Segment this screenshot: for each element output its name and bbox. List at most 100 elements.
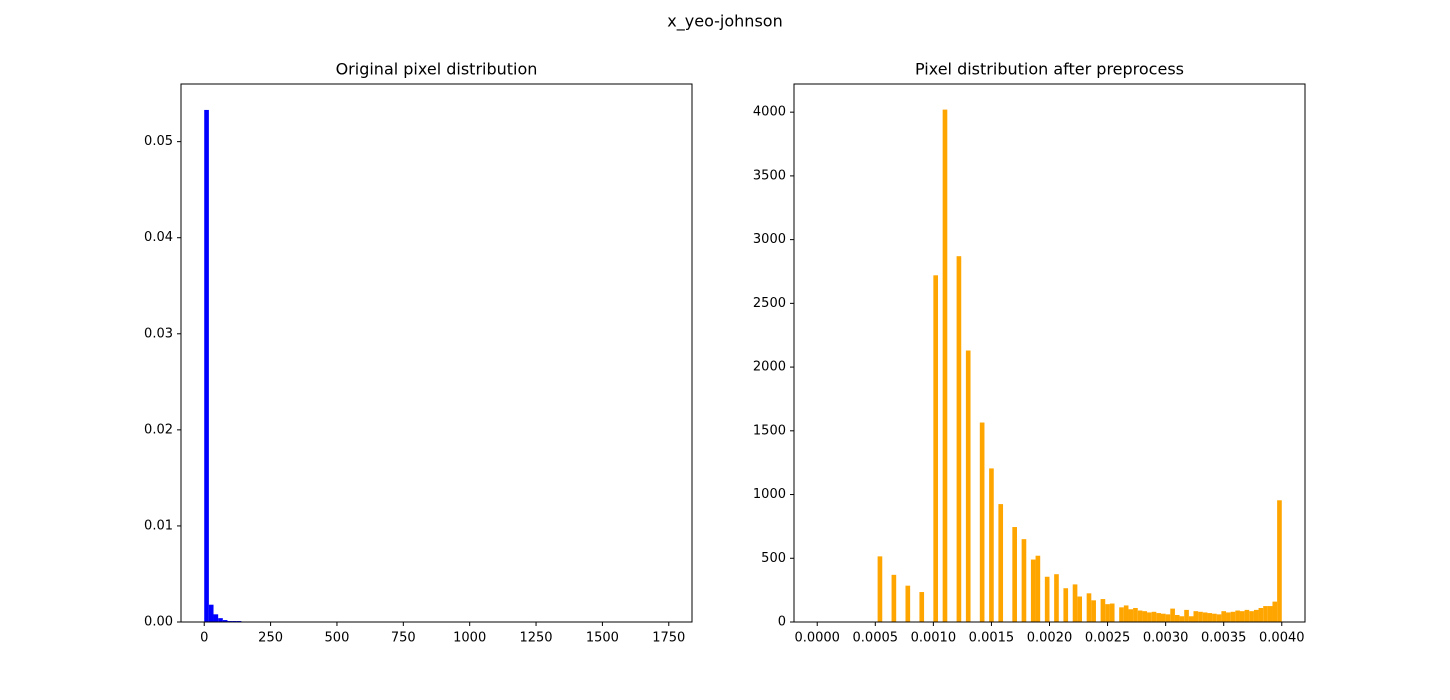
bar	[222, 620, 228, 622]
bar	[1123, 605, 1129, 622]
y-tick-label: 500	[761, 551, 786, 566]
bar	[1133, 607, 1138, 622]
y-tick-label: 0.01	[144, 518, 173, 533]
bar	[213, 614, 219, 622]
bar	[1221, 611, 1227, 622]
bar	[989, 468, 994, 622]
x-tick-label: 1000	[453, 631, 486, 646]
x-tick-label: 500	[325, 631, 350, 646]
axes-frame	[180, 83, 693, 623]
bar	[905, 585, 911, 622]
y-tick-label: 0.00	[144, 615, 173, 630]
x-tick-label: 250	[258, 631, 283, 646]
x-tick-label: 0.0030	[1143, 631, 1189, 646]
bar	[1021, 539, 1027, 622]
y-tick-label: 2000	[753, 360, 786, 375]
bar	[1109, 603, 1115, 622]
bar	[1230, 611, 1236, 622]
bar	[1202, 612, 1208, 622]
bar	[1239, 611, 1245, 622]
bar	[1249, 611, 1254, 622]
y-tick-label: 1500	[753, 423, 786, 438]
bar	[1198, 611, 1203, 622]
bar	[1030, 559, 1036, 622]
y-tick-label: 2500	[753, 296, 786, 311]
x-tick-label: 0.0020	[1027, 631, 1073, 646]
bar	[1137, 610, 1143, 622]
chart-title: Original pixel distribution	[336, 60, 538, 79]
bar	[933, 275, 939, 622]
bar	[1263, 606, 1268, 622]
bar	[1151, 611, 1157, 622]
x-tick-label: 0.0040	[1259, 631, 1305, 646]
axes-frame	[793, 83, 1306, 623]
x-tick-label: 0.0000	[794, 631, 840, 646]
bar	[1244, 609, 1250, 622]
x-tick-label: 0	[200, 631, 208, 646]
bar	[1170, 608, 1175, 622]
bar	[1165, 614, 1171, 622]
bar	[1174, 614, 1180, 622]
y-tick-label: 0.02	[144, 422, 173, 437]
bar	[877, 556, 883, 622]
bar	[1012, 527, 1017, 622]
bar	[1119, 607, 1124, 622]
bar	[1267, 606, 1273, 622]
bar	[1044, 576, 1050, 622]
x-tick-label: 0.0005	[853, 631, 899, 646]
bar	[218, 618, 223, 622]
bar	[1072, 584, 1078, 622]
x-tick-label: 0.0025	[1085, 631, 1131, 646]
bar	[1253, 609, 1259, 622]
bar	[1258, 607, 1264, 622]
y-tick-label: 0	[778, 615, 786, 630]
bar	[1160, 613, 1166, 622]
x-tick-label: 0.0035	[1201, 631, 1247, 646]
y-tick-label: 0.04	[144, 230, 173, 245]
y-tick-label: 0.05	[144, 134, 173, 149]
bar	[1086, 593, 1092, 622]
figure-title: x_yeo-johnson	[667, 12, 782, 32]
bar	[1077, 596, 1083, 622]
bar	[965, 350, 971, 622]
bar	[1128, 609, 1134, 622]
bar	[1193, 611, 1199, 622]
bar	[1142, 611, 1148, 622]
chart-title: Pixel distribution after preprocess	[915, 60, 1184, 79]
bar	[1179, 616, 1185, 622]
y-tick-label: 3500	[753, 168, 786, 183]
x-tick-label: 0.0010	[911, 631, 957, 646]
bar	[208, 604, 214, 622]
bar	[891, 574, 897, 622]
bar	[1184, 609, 1189, 622]
bar	[1100, 599, 1106, 622]
bar	[1156, 613, 1161, 622]
bar	[1272, 601, 1278, 622]
bar	[998, 504, 1004, 622]
bar	[1207, 613, 1213, 622]
bar	[942, 109, 948, 623]
bar	[1091, 600, 1096, 622]
bar	[1188, 616, 1194, 622]
bar	[1277, 500, 1282, 622]
bar	[1063, 588, 1069, 622]
bar	[919, 592, 925, 622]
x-tick-label: 1250	[519, 631, 552, 646]
y-tick-label: 1000	[753, 487, 786, 502]
bar	[1212, 613, 1217, 622]
y-tick-label: 0.03	[144, 326, 173, 341]
y-tick-label: 3000	[753, 232, 786, 247]
bar	[1054, 574, 1059, 622]
bar	[979, 422, 985, 622]
bar	[1226, 612, 1231, 622]
x-tick-label: 0.0015	[969, 631, 1015, 646]
bar	[1235, 610, 1240, 622]
x-tick-label: 1500	[586, 631, 619, 646]
x-tick-label: 1750	[652, 631, 685, 646]
bar	[204, 109, 209, 623]
bar	[1147, 612, 1152, 622]
bar	[956, 256, 962, 622]
x-tick-label: 750	[391, 631, 416, 646]
y-tick-label: 4000	[753, 105, 786, 120]
